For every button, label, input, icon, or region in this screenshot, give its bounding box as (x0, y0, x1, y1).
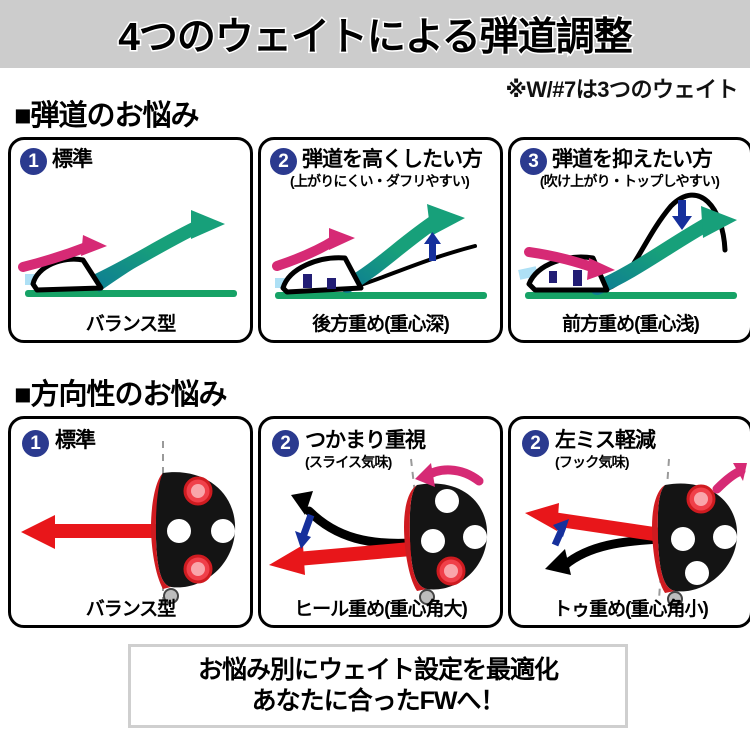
footer-line-1: お悩み別にウェイト設定を最適化 (197, 655, 559, 684)
panel-number-badge: 2 (272, 430, 299, 457)
trajectory-illustration-3 (518, 192, 737, 299)
trajectory-illustration-2 (272, 204, 487, 299)
footer-line-2: あなたに合ったFWへ！ (251, 687, 506, 715)
panel-caption: ヒール重め(重心角大) (294, 599, 468, 620)
panel-subtitle: (スライス気味) (305, 454, 392, 470)
panel-number-badge: 1 (22, 430, 49, 457)
panel-caption: バランス型 (85, 599, 177, 620)
panel-caption: トゥ重め(重心角小) (553, 599, 709, 620)
direction-panel-3[interactable]: 2 左ミス軽減 (フック気味) (508, 416, 750, 628)
panel-caption: バランス型 (85, 314, 177, 335)
direction-panel-2[interactable]: 2 つかまり重視 (スライス気味) (258, 416, 503, 628)
panel-number-badge: 1 (20, 148, 47, 175)
panel-title: 標準 (55, 429, 96, 452)
clubhead-sole-illustration-3 (525, 458, 747, 607)
direction-panel-1[interactable]: 1 標準 バランス型 (8, 416, 253, 628)
panel-subtitle: (吹け上がり・トップしやすい) (539, 173, 720, 189)
clubhead-sole-illustration-1 (21, 441, 236, 605)
clubhead-sole-illustration-2 (269, 458, 488, 605)
panel-title: 弾道を抑えたい方 (552, 148, 713, 171)
panel-subtitle: (上がりにくい・ダフリやすい) (289, 173, 470, 189)
header-note: ※W/#7は3つのウェイト (505, 77, 739, 102)
panel-number-badge: 2 (270, 148, 297, 175)
header-band (0, 0, 750, 68)
trajectory-illustration-1 (18, 210, 237, 297)
section-heading-trajectory: ■弾道のお悩み (14, 100, 200, 132)
page-title: 4つのウェイトによる弾道調整 (117, 15, 635, 61)
panel-caption: 前方重め(重心浅) (562, 314, 700, 335)
trajectory-panel-1[interactable]: 1 標準 (8, 137, 253, 343)
panel-subtitle: (フック気味) (555, 454, 630, 470)
footer-callout: お悩み別にウェイト設定を最適化 あなたに合ったFWへ！ (128, 644, 628, 728)
panel-number-badge: 3 (520, 148, 547, 175)
panel-title: 標準 (52, 148, 93, 171)
trajectory-panel-2[interactable]: 2 弾道を高くしたい方 (上がりにくい・ダフリやすい) (258, 137, 503, 343)
panel-title: つかまり重視 (305, 429, 426, 452)
trajectory-panel-3[interactable]: 3 弾道を抑えたい方 (吹け上がり・トップしやすい) (508, 137, 750, 343)
panel-caption: 後方重め(重心深) (312, 314, 450, 335)
section-heading-direction: ■方向性のお悩み (14, 379, 228, 411)
panel-title: 弾道を高くしたい方 (302, 148, 483, 171)
panel-number-badge: 2 (522, 430, 549, 457)
panel-title: 左ミス軽減 (555, 429, 656, 452)
